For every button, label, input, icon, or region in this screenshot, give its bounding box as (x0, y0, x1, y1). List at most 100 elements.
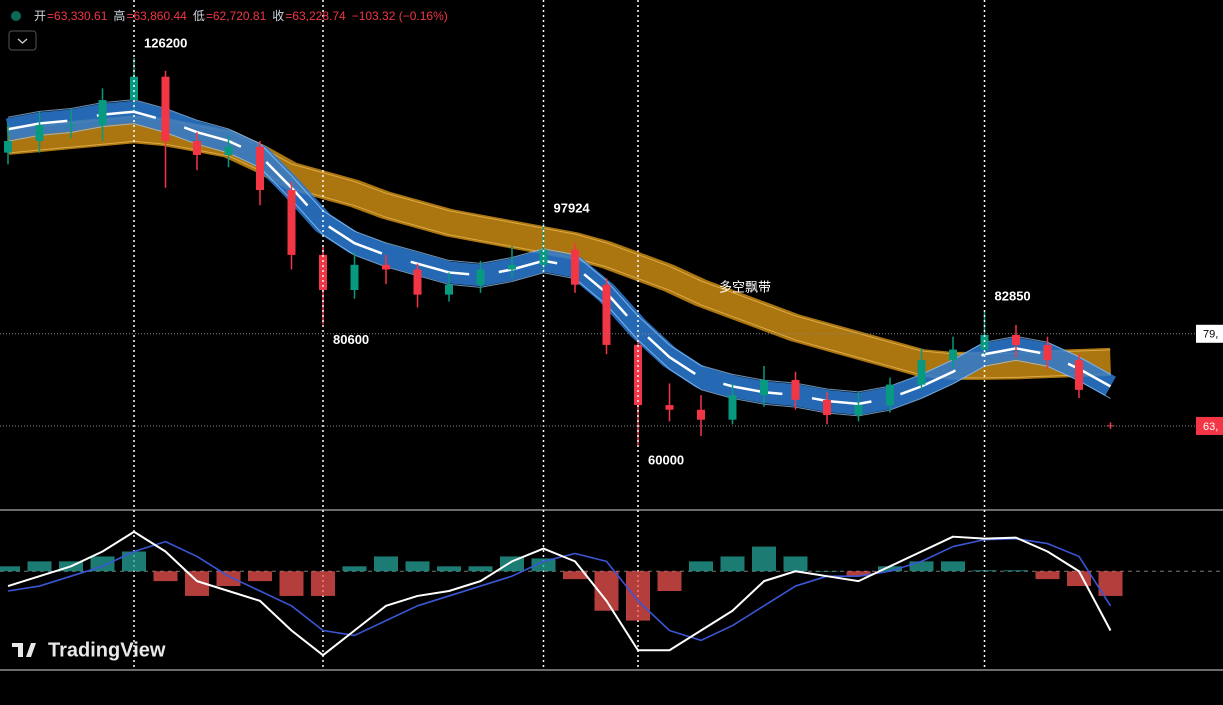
candle-body (665, 405, 674, 410)
histogram-bar (216, 571, 241, 587)
candle-body (224, 146, 233, 155)
histogram-bar (1004, 570, 1028, 572)
candle-body (697, 409, 705, 420)
histogram-bar (500, 556, 524, 572)
legend-header: 开 =63,330.61 高 =63,860.44 低 =62,720.81 收 =63,22… (34, 8, 448, 23)
histogram-bar (783, 556, 808, 572)
candle-body (823, 399, 831, 416)
histogram-bar (563, 571, 587, 580)
histogram-bar (846, 571, 871, 577)
histogram-bar (878, 566, 902, 572)
candle-body (35, 125, 44, 141)
chevron-icon[interactable] (17, 38, 28, 44)
candle-body (980, 334, 989, 350)
logo-text: TradingView (48, 639, 166, 661)
pivot-label: 80600 (333, 332, 369, 347)
price-tag (1196, 416, 1223, 435)
legend-key: 高 (113, 8, 125, 23)
pivot-label: 60000 (648, 452, 684, 467)
candle-body (886, 384, 894, 406)
candle-body (98, 100, 107, 126)
candle-body (161, 76, 170, 141)
histogram-bar (248, 571, 272, 582)
histogram-bar (626, 571, 650, 621)
legend-value: =63,860.44 (126, 9, 187, 23)
candle-body (571, 249, 579, 285)
candle-body (728, 395, 737, 420)
histogram-bar (941, 561, 965, 572)
histogram-bar (27, 561, 52, 572)
candle-body (791, 379, 800, 400)
button-frame[interactable] (8, 30, 37, 51)
status-icon (11, 11, 21, 21)
candle-body (350, 264, 359, 290)
histogram-bar (972, 570, 997, 572)
logo: TradingView (12, 639, 166, 661)
price-tag-label: 63, (1203, 421, 1218, 433)
histogram-bar (815, 571, 839, 572)
histogram-bar (657, 571, 682, 591)
candle-body (760, 379, 768, 396)
histogram-bar (1067, 571, 1091, 587)
ribbon-edge (7, 99, 1111, 393)
candle-body (602, 284, 611, 345)
pivot-label: 82850 (995, 289, 1031, 304)
candle-body (1012, 334, 1020, 345)
logo-icon (12, 643, 36, 657)
histogram-bar (909, 561, 934, 572)
histogram-bar (374, 556, 398, 572)
pivot-label: 126200 (144, 35, 187, 50)
candle-body (949, 349, 957, 361)
candle-body (539, 249, 548, 265)
price-tag (1196, 324, 1223, 343)
candle-body (287, 190, 296, 255)
histogram-bar (531, 558, 556, 572)
candle-body (256, 146, 264, 191)
histogram-bar (279, 571, 304, 596)
legend-value: =63,228.74 (285, 9, 346, 23)
collapse-button[interactable] (8, 30, 37, 51)
price-tag-label: 79, (1203, 329, 1218, 341)
pivot-label: 97924 (554, 201, 591, 216)
ribbon-edge (7, 123, 1111, 417)
histogram-bar (405, 561, 430, 572)
histogram-bar (1035, 571, 1060, 580)
candle-body (854, 405, 863, 416)
histogram-bar (311, 571, 335, 596)
legend-key: 开 (34, 9, 46, 23)
histogram-bar (720, 556, 745, 572)
candle-body (1043, 344, 1052, 361)
candle-body (413, 269, 422, 295)
candle-body (193, 140, 201, 155)
legend-value: =62,720.81 (206, 9, 267, 23)
macd-line (7, 530, 1112, 657)
candle-body (4, 140, 12, 153)
candle-body (382, 264, 390, 270)
legend-value: =63,330.61 (47, 9, 108, 23)
histogram-bar (342, 566, 367, 572)
histogram-bar (0, 566, 20, 572)
candle-body (319, 254, 327, 290)
ribbon-center (7, 110, 1112, 406)
candle-body (634, 344, 642, 406)
candle-body (445, 284, 453, 295)
candle-body (917, 360, 926, 385)
candle-body (67, 125, 75, 127)
ribbon-label: 多空飘带 (719, 279, 771, 294)
legend-key: 低 (193, 9, 205, 23)
histogram-bar (468, 566, 493, 572)
histogram-bar (689, 561, 713, 572)
legend-key: 收 (272, 9, 284, 23)
histogram-bar (153, 571, 178, 582)
histogram-bar (437, 566, 461, 572)
signal-line (7, 537, 1112, 642)
candle-body (1075, 360, 1083, 390)
candle-body (476, 269, 485, 285)
histogram-bar (752, 546, 776, 572)
histogram-bar (122, 551, 146, 572)
legend-change: −103.32 (−0.16%) (352, 9, 448, 23)
candle-body (130, 76, 138, 101)
candle-body (508, 264, 516, 270)
